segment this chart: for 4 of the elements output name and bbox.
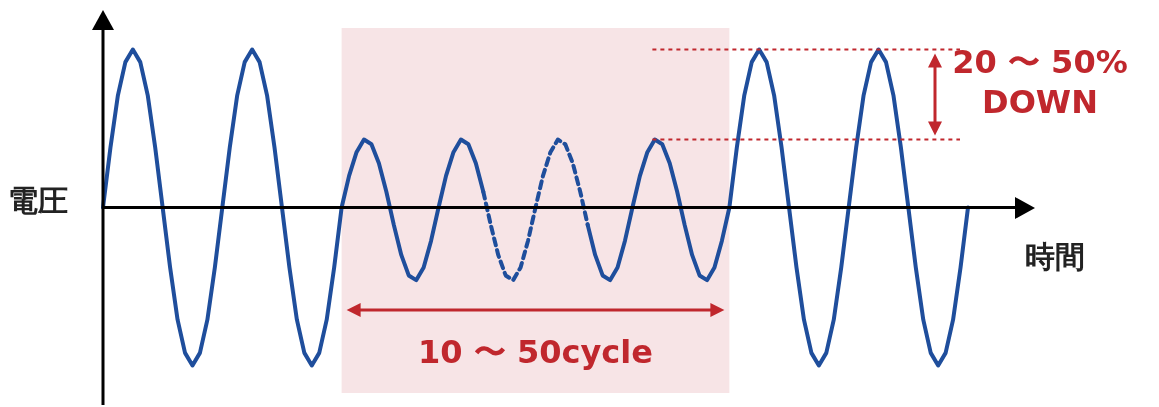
annotation: 20 〜 50% DOWN: [952, 43, 1128, 122]
annotation: 10 〜 50cycle: [418, 333, 653, 372]
x-axis-title: 時間: [1025, 239, 1085, 275]
y-axis-title: 電圧: [8, 183, 68, 219]
